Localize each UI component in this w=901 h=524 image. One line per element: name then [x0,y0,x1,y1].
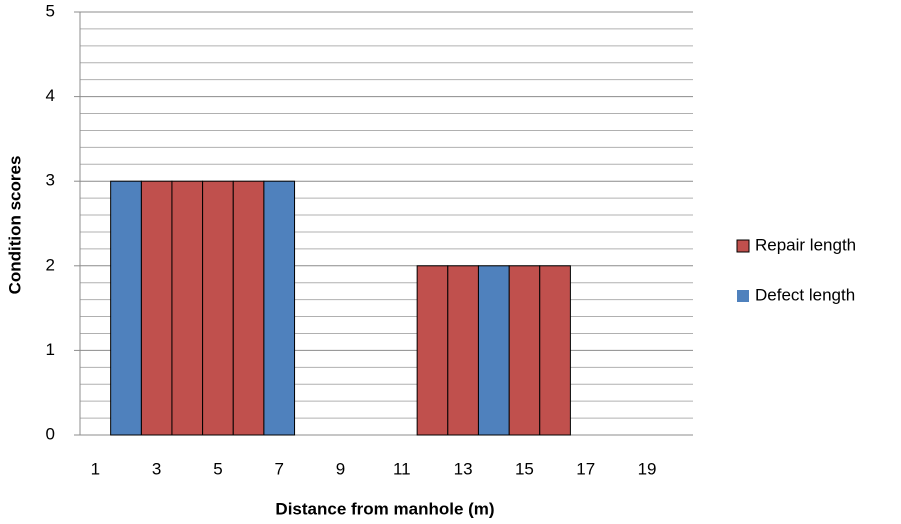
x-tick-label: 15 [515,459,534,478]
y-tick-label: 1 [46,340,55,359]
bar [447,265,479,436]
bar [539,265,571,436]
y-tick-label: 2 [46,255,55,274]
x-axis-title: Distance from manhole (m) [275,499,494,518]
x-tick-label: 13 [454,459,473,478]
legend-label: Defect length [755,285,855,304]
x-tick-label: 17 [576,459,595,478]
x-tick-label: 7 [274,459,283,478]
y-tick-label: 5 [46,1,55,20]
bar [263,180,296,436]
x-tick-label: 1 [91,459,100,478]
x-tick-label: 11 [393,459,411,478]
bar [110,180,142,436]
y-tick-label: 0 [46,424,55,443]
y-tick-label: 4 [46,86,55,105]
y-tick-label: 3 [46,171,55,190]
y-axis-title: Condition scores [5,156,24,295]
bar [202,180,234,436]
bar [477,265,510,436]
x-tick-label: 3 [152,459,161,478]
x-tick-label: 5 [213,459,222,478]
bar [508,265,541,436]
legend-label: Repair length [755,235,856,254]
bar [171,180,204,436]
legend-swatch [736,239,750,253]
x-tick-label: 9 [336,459,345,478]
legend-swatch [737,290,749,302]
x-tick-label: 19 [638,459,657,478]
bar [232,180,265,436]
bar [416,265,449,436]
bar [140,180,173,436]
